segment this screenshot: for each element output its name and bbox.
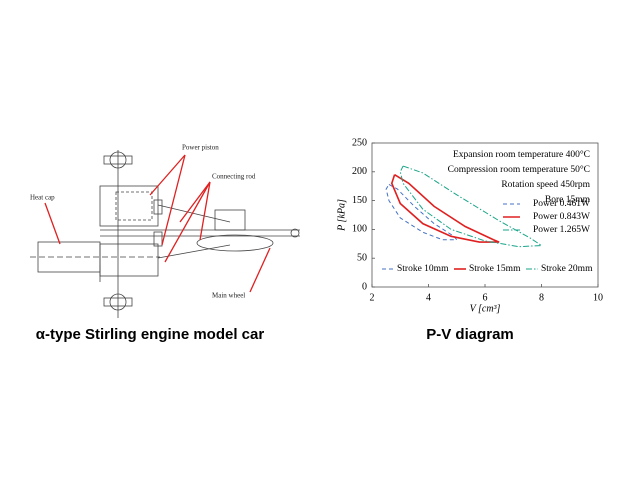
annotation: Rotation speed 450rpm bbox=[501, 180, 590, 190]
y-tick-label: 100 bbox=[352, 224, 367, 235]
annotation: Bore 15mm bbox=[545, 195, 591, 205]
pv-loop bbox=[385, 184, 458, 241]
pv-loop bbox=[399, 165, 544, 248]
x-tick-label: 2 bbox=[370, 292, 375, 303]
pv-loop bbox=[390, 173, 500, 243]
label-main-wheel: Main wheel bbox=[212, 292, 245, 300]
y-tick-label: 150 bbox=[352, 195, 367, 206]
chart-caption: P-V diagram bbox=[426, 326, 514, 343]
x-tick-label: 6 bbox=[483, 292, 488, 303]
label-connecting-rod: Connecting rod bbox=[212, 173, 256, 181]
diagram-caption: α-type Stirling engine model car bbox=[36, 326, 265, 343]
power-legend-label: Power 1.265W bbox=[533, 225, 590, 235]
annotation: Expansion room temperature 400°C bbox=[453, 149, 590, 160]
annotation: Compression room temperature 50°C bbox=[448, 164, 590, 175]
label-heat-cap: Heat cap bbox=[30, 194, 55, 202]
y-tick-label: 50 bbox=[357, 252, 367, 263]
y-axis-label: P [kPa] bbox=[336, 199, 347, 232]
power-legend-label: Power 0.843W bbox=[533, 212, 590, 222]
x-tick-label: 8 bbox=[539, 292, 544, 303]
legend-label: Stroke 15mm bbox=[469, 264, 521, 274]
label-power-piston: Power piston bbox=[182, 144, 219, 152]
power-legend-label: Power 0.461W bbox=[533, 199, 590, 209]
x-tick-label: 10 bbox=[593, 292, 603, 303]
legend-label: Stroke 10mm bbox=[397, 264, 449, 274]
y-tick-label: 200 bbox=[352, 166, 367, 177]
engine-drawing bbox=[30, 150, 300, 318]
y-tick-label: 0 bbox=[362, 281, 367, 292]
x-axis-label: V [cm³] bbox=[470, 303, 501, 314]
legend-label: Stroke 20mm bbox=[541, 264, 593, 274]
y-tick-label: 250 bbox=[352, 137, 367, 148]
x-tick-label: 4 bbox=[426, 292, 431, 303]
